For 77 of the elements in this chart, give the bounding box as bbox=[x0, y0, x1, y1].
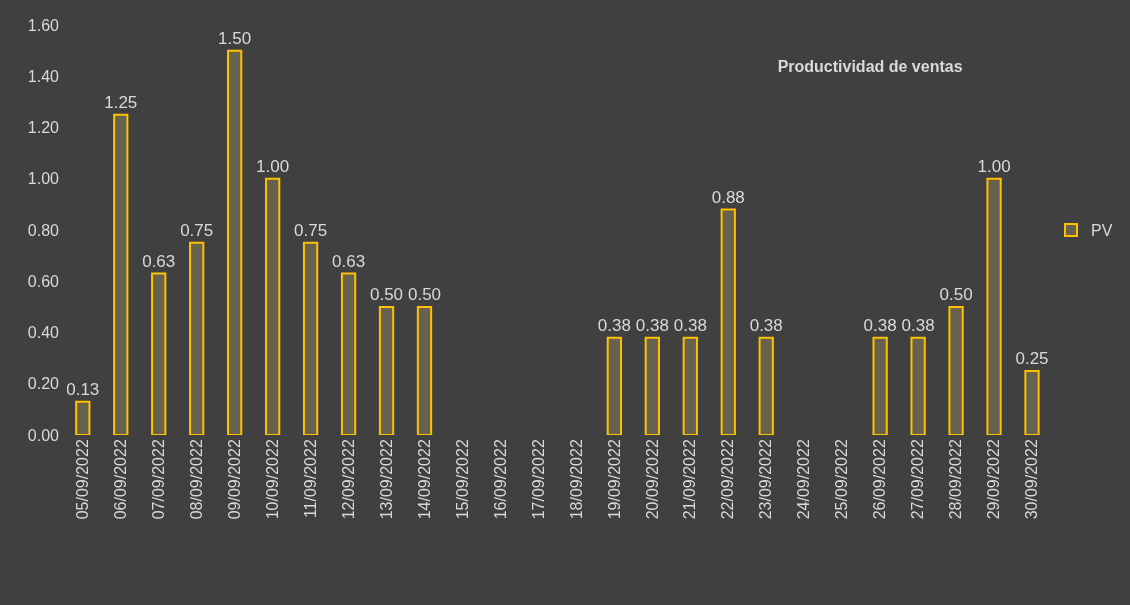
bar bbox=[682, 336, 698, 435]
data-label: 1.00 bbox=[256, 156, 290, 176]
x-tick-label: 19/09/2022 bbox=[605, 439, 623, 520]
x-tick-label: 24/09/2022 bbox=[795, 439, 813, 520]
x-tick-label: 20/09/2022 bbox=[643, 439, 661, 520]
bar bbox=[151, 272, 167, 435]
y-tick-label: 0.20 bbox=[27, 375, 60, 393]
bar bbox=[378, 305, 395, 435]
bar bbox=[644, 336, 660, 435]
data-label: 0.50 bbox=[407, 284, 442, 304]
y-tick-label: 0.80 bbox=[27, 221, 60, 239]
data-label: 0.38 bbox=[635, 315, 669, 335]
data-label: 0.88 bbox=[711, 187, 745, 207]
data-label: 1.00 bbox=[977, 156, 1011, 176]
bar bbox=[948, 305, 964, 435]
data-label: 1.25 bbox=[104, 92, 138, 112]
x-tick-label: 30/09/2022 bbox=[1023, 439, 1041, 520]
x-tick-label: 28/09/2022 bbox=[947, 439, 965, 520]
x-tick-label: 17/09/2022 bbox=[529, 439, 547, 520]
x-tick-label: 16/09/2022 bbox=[491, 439, 509, 520]
data-label: 0.38 bbox=[673, 315, 707, 335]
bar bbox=[227, 49, 243, 435]
bar bbox=[872, 336, 888, 435]
data-label: 0.50 bbox=[369, 284, 404, 304]
y-tick-label: 1.00 bbox=[27, 170, 60, 188]
data-label: 0.50 bbox=[939, 284, 973, 304]
y-tick-label: 1.60 bbox=[27, 16, 60, 34]
y-tick-label: 1.40 bbox=[27, 67, 60, 85]
x-tick-label: 26/09/2022 bbox=[871, 439, 889, 520]
x-tick-label: 18/09/2022 bbox=[567, 439, 585, 520]
x-tick-label: 05/09/2022 bbox=[73, 439, 91, 520]
text: Productividad de ventas bbox=[777, 57, 963, 75]
data-label: 0.25 bbox=[1015, 348, 1049, 368]
x-tick-label: 15/09/2022 bbox=[453, 439, 471, 520]
bar bbox=[113, 113, 129, 435]
bar bbox=[986, 177, 1002, 435]
bar bbox=[1024, 369, 1040, 435]
y-tick-label: 0.60 bbox=[27, 272, 60, 290]
bar bbox=[302, 241, 319, 435]
y-tick-label: 0.40 bbox=[27, 324, 60, 342]
x-tick-label: 21/09/2022 bbox=[681, 439, 699, 520]
bar bbox=[75, 400, 91, 435]
x-tick-label: 09/09/2022 bbox=[225, 439, 243, 520]
data-label: 1.50 bbox=[218, 28, 252, 48]
x-tick-label: 27/09/2022 bbox=[909, 439, 927, 520]
data-label: 0.38 bbox=[863, 315, 897, 335]
x-tick-label: 08/09/2022 bbox=[187, 439, 205, 520]
y-tick-label: 0.00 bbox=[27, 426, 60, 444]
bar bbox=[720, 208, 736, 435]
bar bbox=[189, 241, 205, 435]
data-label: 0.13 bbox=[66, 379, 100, 399]
x-tick-label: 12/09/2022 bbox=[339, 439, 357, 520]
x-tick-label: 07/09/2022 bbox=[149, 439, 167, 520]
x-tick-label: 06/09/2022 bbox=[111, 439, 129, 520]
data-label: 0.38 bbox=[749, 315, 783, 335]
bar bbox=[416, 305, 433, 435]
x-tick-label: 14/09/2022 bbox=[415, 439, 433, 520]
data-label: 0.38 bbox=[901, 315, 935, 335]
x-tick-label: 25/09/2022 bbox=[833, 439, 851, 520]
data-label: 0.63 bbox=[142, 251, 176, 271]
data-label: 0.75 bbox=[180, 220, 214, 240]
y-tick-label: 1.20 bbox=[27, 119, 60, 137]
data-label: 0.63 bbox=[332, 251, 366, 271]
x-tick-label: 29/09/2022 bbox=[985, 439, 1003, 520]
x-tick-label: 23/09/2022 bbox=[757, 439, 775, 520]
x-tick-label: 10/09/2022 bbox=[263, 439, 281, 520]
legend-label: PV bbox=[1091, 222, 1113, 240]
bar bbox=[340, 272, 357, 435]
data-label: 0.38 bbox=[597, 315, 631, 335]
bar bbox=[910, 336, 926, 435]
bar bbox=[758, 336, 774, 435]
bar bbox=[606, 336, 622, 435]
data-label: 0.75 bbox=[294, 220, 328, 240]
x-tick-label: 13/09/2022 bbox=[377, 439, 395, 520]
bar bbox=[264, 177, 281, 435]
x-tick-label: 11/09/2022 bbox=[301, 439, 319, 519]
x-tick-label: 22/09/2022 bbox=[719, 439, 737, 520]
